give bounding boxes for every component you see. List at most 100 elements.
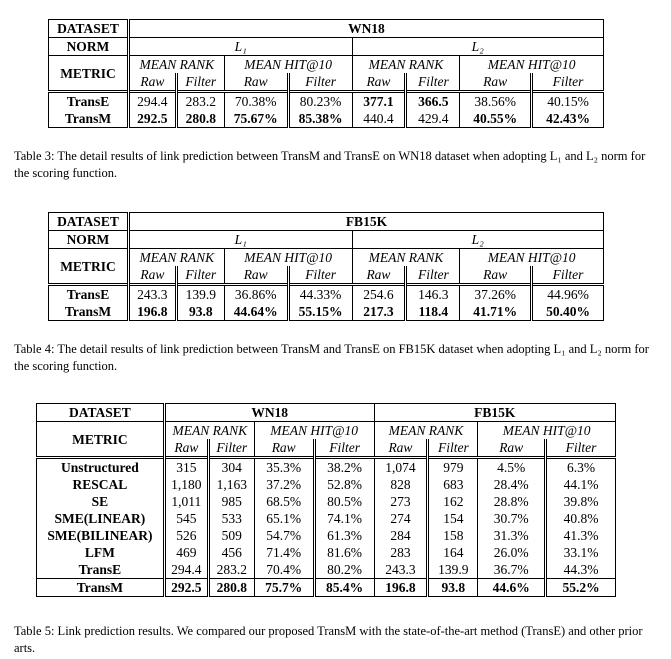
cell: 6.3% <box>545 456 616 476</box>
norm-l1: L₁ <box>126 230 353 249</box>
table-row: TransM 196.8 93.8 44.64% 55.15% 217.3 11… <box>48 303 604 321</box>
cell: 37.26% <box>459 283 534 303</box>
row-label: TransE <box>48 283 130 303</box>
table-row: Unstructured 315 304 35.3% 38.2% 1,074 9… <box>36 456 616 476</box>
cell: 139.9 <box>427 561 479 579</box>
dataset-label: DATASET <box>36 403 166 422</box>
raw-header: Raw <box>459 266 534 285</box>
row-label: SE <box>36 493 166 510</box>
cell: 41.3% <box>545 527 616 544</box>
mean-hit-header: MEAN HIT@10 <box>224 248 353 266</box>
filter-header: Filter <box>314 439 375 458</box>
raw-header: Raw <box>126 73 178 92</box>
table-row: LFM 469 456 71.4% 81.6% 283 164 26.0% 33… <box>36 544 616 561</box>
cell: 1,074 <box>374 456 430 476</box>
filter-header: Filter <box>208 439 255 458</box>
cell: 146.3 <box>405 283 461 303</box>
mean-rank-header: MEAN RANK <box>162 421 255 439</box>
row-label: LFM <box>36 544 166 561</box>
cell: 85.4% <box>314 578 375 597</box>
raw-header: Raw <box>162 439 210 458</box>
cell: 274 <box>374 510 430 527</box>
dataset-label: DATASET <box>48 212 130 231</box>
cell: 377.1 <box>352 90 408 110</box>
cell: 75.7% <box>254 578 316 597</box>
cell: 469 <box>162 544 210 561</box>
cell: 154 <box>427 510 479 527</box>
table-row: SME(LINEAR) 545 533 65.1% 74.1% 274 154 … <box>36 510 616 527</box>
cell: 196.8 <box>126 303 178 321</box>
mean-hit-header: MEAN HIT@10 <box>459 55 604 73</box>
norm-l2: L₂ <box>352 37 605 56</box>
filter-header: Filter <box>288 266 353 285</box>
row-label: SME(LINEAR) <box>36 510 166 527</box>
cell: 65.1% <box>254 510 316 527</box>
row-label: TransM <box>48 303 130 321</box>
filter-header: Filter <box>427 439 479 458</box>
raw-header: Raw <box>224 266 290 285</box>
cell: 44.96% <box>531 283 604 303</box>
filter-header: Filter <box>176 73 225 92</box>
cell: 52.8% <box>314 476 375 493</box>
mean-rank-header: MEAN RANK <box>126 55 225 73</box>
metric-label: METRIC <box>36 421 165 458</box>
dataset-name: FB15K <box>126 212 605 231</box>
cell: 54.7% <box>254 527 316 544</box>
cell: 979 <box>427 456 479 476</box>
dataset-wn18: WN18 <box>162 403 375 422</box>
cell: 294.4 <box>162 561 210 579</box>
cell: 1,011 <box>162 493 210 510</box>
raw-header: Raw <box>352 73 408 92</box>
cell: 283.2 <box>208 561 255 579</box>
cell: 30.7% <box>477 510 548 527</box>
norm-label: NORM <box>48 37 130 56</box>
row-label: TransE <box>36 561 166 579</box>
cell: 93.8 <box>427 578 479 597</box>
cell: 28.8% <box>477 493 548 510</box>
cell: 139.9 <box>176 283 225 303</box>
cell: 292.5 <box>126 110 178 128</box>
cell: 38.56% <box>459 90 534 110</box>
cell: 61.3% <box>314 527 375 544</box>
cell: 33.1% <box>545 544 616 561</box>
filter-header: Filter <box>545 439 616 458</box>
table-row: TransE 294.4 283.2 70.38% 80.23% 377.1 3… <box>48 90 604 110</box>
raw-header: Raw <box>126 266 178 285</box>
metric-label: METRIC <box>48 55 129 92</box>
filter-header: Filter <box>531 73 604 92</box>
cell: 40.15% <box>531 90 604 110</box>
cell: 304 <box>208 456 255 476</box>
cell: 1,163 <box>208 476 255 493</box>
cell: 85.38% <box>288 110 353 128</box>
table-row: TransM 292.5 280.8 75.67% 85.38% 440.4 4… <box>48 110 604 128</box>
raw-header: Raw <box>254 439 316 458</box>
cell: 315 <box>162 456 210 476</box>
cell: 4.5% <box>477 456 548 476</box>
table-3-caption: Table 3: The detail results of link pred… <box>14 149 646 180</box>
norm-l1: L₁ <box>126 37 353 56</box>
table-row: SME(BILINEAR) 526 509 54.7% 61.3% 284 15… <box>36 527 616 544</box>
table-5-body: Unstructured 315 304 35.3% 38.2% 1,074 9… <box>36 456 616 597</box>
cell: 44.3% <box>545 561 616 579</box>
cell: 509 <box>208 527 255 544</box>
cell: 38.2% <box>314 456 375 476</box>
cell: 80.2% <box>314 561 375 579</box>
cell: 828 <box>374 476 430 493</box>
cell: 42.43% <box>531 110 604 128</box>
cell: 196.8 <box>374 578 430 597</box>
row-label: TransM <box>48 110 130 128</box>
filter-header: Filter <box>405 73 461 92</box>
table-row: RESCAL 1,180 1,163 37.2% 52.8% 828 683 2… <box>36 476 616 493</box>
table-row: TransE 243.3 139.9 36.86% 44.33% 254.6 1… <box>48 283 604 303</box>
cell: 40.55% <box>459 110 534 128</box>
filter-header: Filter <box>176 266 225 285</box>
cell: 429.4 <box>405 110 461 128</box>
table-row: TransE 294.4 283.2 70.4% 80.2% 243.3 139… <box>36 561 616 579</box>
mean-rank-header: MEAN RANK <box>352 248 461 266</box>
filter-header: Filter <box>531 266 604 285</box>
cell: 44.1% <box>545 476 616 493</box>
norm-l2: L₂ <box>352 230 605 249</box>
raw-header: Raw <box>459 73 534 92</box>
raw-header: Raw <box>477 439 548 458</box>
dataset-label: DATASET <box>48 19 130 38</box>
